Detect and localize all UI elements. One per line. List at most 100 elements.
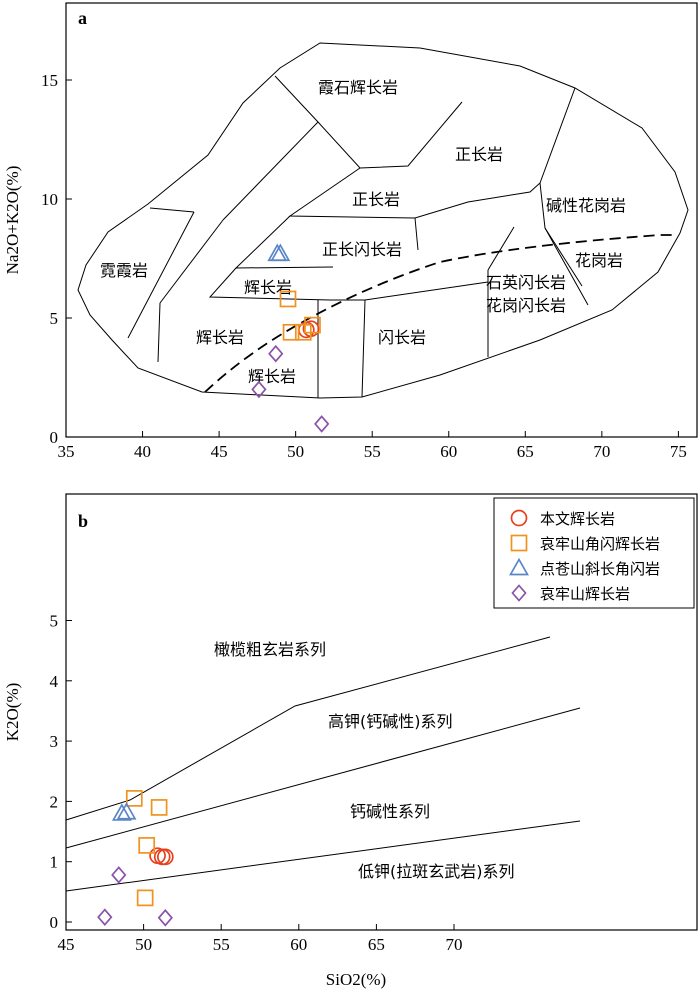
x-tick-label: 65 bbox=[368, 935, 385, 954]
data-point-diamond bbox=[268, 344, 284, 363]
field-label: 闪长岩 bbox=[378, 328, 426, 347]
data-point-triangle bbox=[111, 803, 132, 821]
legend-label: 哀牢山角闪辉长岩 bbox=[540, 535, 660, 553]
y-tick-label: 5 bbox=[50, 612, 59, 631]
data-point-diamond bbox=[111, 866, 127, 884]
data-point-diamond bbox=[157, 908, 173, 927]
panel-b: b 橄榄粗玄岩系列 高钾(钙碱性)系列 钙碱性系列 低钾(拉斑玄武岩)系列 45… bbox=[3, 493, 698, 989]
field-label: 辉长岩 bbox=[244, 278, 292, 297]
field-label: 正长岩 bbox=[352, 190, 400, 209]
field-label: 花岗岩 bbox=[575, 251, 623, 270]
x-tick-label: 35 bbox=[58, 442, 75, 461]
panel-a-points bbox=[251, 243, 330, 433]
boundary-line bbox=[149, 207, 195, 213]
legend-marker-triangle bbox=[509, 557, 529, 576]
y-tick-label: 10 bbox=[41, 190, 58, 209]
x-tick-label: 75 bbox=[670, 442, 687, 461]
data-point-triangle bbox=[267, 243, 288, 262]
panel-a-label: a bbox=[78, 8, 87, 28]
data-point-triangle bbox=[270, 243, 291, 262]
legend-marker-square bbox=[510, 534, 528, 552]
data-point-diamond bbox=[314, 415, 330, 433]
legend-marker-diamond bbox=[511, 584, 527, 602]
data-point-triangle bbox=[116, 802, 137, 820]
y-tick-label: 0 bbox=[50, 913, 59, 932]
field-label: 碱性花岗岩 bbox=[546, 196, 626, 215]
panel-a: a 霞石辉长岩 正长岩 正长岩 碱性花岗岩 bbox=[3, 2, 698, 461]
field-label: 花岗闪长岩 bbox=[486, 296, 566, 315]
field-label: 正长闪长岩 bbox=[322, 240, 402, 259]
boundary-line bbox=[288, 87, 576, 219]
panel-b-ylabel: K2O(%) bbox=[3, 683, 22, 742]
field-label: 正长岩 bbox=[455, 145, 503, 164]
boundary-line bbox=[222, 121, 319, 221]
panel-b-y-ticks: 0 1 2 3 4 5 bbox=[50, 612, 72, 932]
y-tick-label: 15 bbox=[41, 71, 58, 90]
boundary-line bbox=[544, 227, 583, 287]
series-label: 高钾(钙碱性)系列 bbox=[328, 712, 453, 731]
series-label: 橄榄粗玄岩系列 bbox=[214, 640, 326, 659]
y-tick-label: 2 bbox=[50, 792, 59, 811]
x-tick-label: 40 bbox=[134, 442, 151, 461]
y-tick-label: 3 bbox=[50, 732, 59, 751]
panel-a-x-ticks: 35 40 45 50 55 60 65 70 75 bbox=[58, 431, 687, 461]
boundary-line bbox=[157, 302, 161, 363]
panel-b-label: b bbox=[78, 511, 88, 531]
tas-field-boundaries bbox=[127, 75, 589, 398]
x-tick-label: 45 bbox=[211, 442, 228, 461]
data-point-square bbox=[279, 290, 297, 308]
legend-label: 哀牢山辉长岩 bbox=[540, 585, 630, 603]
legend-label: 点苍山斜长角闪岩 bbox=[540, 560, 660, 578]
tas-outer-boundary bbox=[77, 42, 689, 399]
data-point-square bbox=[150, 799, 168, 816]
data-point-square bbox=[282, 323, 300, 341]
x-tick-label: 50 bbox=[287, 442, 304, 461]
x-tick-label: 55 bbox=[364, 442, 381, 461]
field-label: 霞石辉长岩 bbox=[318, 78, 398, 97]
boundary-line bbox=[159, 219, 224, 304]
data-point-diamond bbox=[97, 908, 113, 926]
legend-marker-circle bbox=[510, 509, 528, 527]
panel-b-xlabel: SiO2(%) bbox=[326, 970, 386, 989]
legend-box bbox=[493, 497, 695, 609]
data-point-square bbox=[304, 316, 321, 334]
alkaline-dividing-line bbox=[204, 234, 672, 393]
panel-b-frame bbox=[65, 493, 698, 931]
panel-a-frame bbox=[65, 2, 698, 438]
field-label: 石英闪长岩 bbox=[486, 273, 566, 292]
data-point-square bbox=[138, 837, 156, 854]
boundary-line bbox=[127, 211, 195, 339]
y-tick-label: 1 bbox=[50, 853, 59, 872]
y-tick-label: 4 bbox=[50, 672, 59, 691]
x-tick-label: 70 bbox=[446, 935, 463, 954]
data-point-diamond bbox=[251, 380, 267, 399]
series-label: 钙碱性系列 bbox=[350, 802, 430, 821]
boundary-line bbox=[414, 217, 419, 251]
panel-a-ylabel: Na2O+K2O(%) bbox=[3, 166, 22, 275]
x-tick-label: 55 bbox=[213, 935, 230, 954]
data-point-square bbox=[136, 889, 154, 907]
data-point-circle bbox=[156, 848, 174, 866]
series-boundary-shoshonite bbox=[65, 636, 551, 821]
panel-a-y-ticks: 0 5 10 15 bbox=[41, 71, 72, 447]
series-label: 低钾(拉斑玄武岩)系列 bbox=[358, 862, 515, 881]
boundary-line bbox=[208, 267, 331, 301]
x-tick-label: 70 bbox=[593, 442, 610, 461]
x-tick-label: 60 bbox=[290, 935, 307, 954]
x-tick-label: 65 bbox=[517, 442, 534, 461]
x-tick-label: 45 bbox=[58, 935, 75, 954]
boundary-line bbox=[330, 281, 489, 301]
y-tick-label: 0 bbox=[50, 428, 59, 447]
x-tick-label: 50 bbox=[135, 935, 152, 954]
series-boundary-highk bbox=[65, 707, 581, 849]
panel-b-points bbox=[97, 790, 174, 927]
boundary-line bbox=[487, 226, 515, 271]
series-boundary-lowk bbox=[65, 820, 581, 892]
legend-label: 本文辉长岩 bbox=[540, 510, 615, 528]
y-tick-label: 5 bbox=[50, 309, 59, 328]
field-label: 辉长岩 bbox=[196, 328, 244, 347]
x-tick-label: 60 bbox=[440, 442, 457, 461]
